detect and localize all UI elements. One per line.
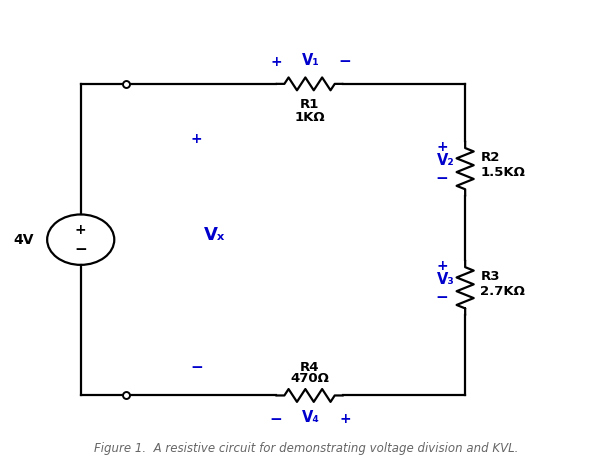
Text: −: − [270, 412, 283, 427]
Text: +: + [270, 55, 282, 69]
Text: 1.5KΩ: 1.5KΩ [481, 166, 525, 179]
Text: +: + [436, 259, 447, 273]
Text: V₄: V₄ [302, 410, 320, 425]
Text: −: − [74, 242, 87, 257]
Text: +: + [339, 412, 351, 426]
Text: +: + [191, 132, 202, 146]
Text: V₃: V₃ [436, 272, 454, 287]
Text: Figure 1.  A resistive circuit for demonstrating voltage division and KVL.: Figure 1. A resistive circuit for demons… [94, 442, 519, 455]
Text: R4: R4 [300, 361, 319, 373]
Text: −: − [338, 54, 351, 69]
Text: 4V: 4V [13, 233, 34, 247]
Text: Vₓ: Vₓ [204, 226, 226, 244]
Text: 2.7KΩ: 2.7KΩ [481, 285, 525, 298]
Text: −: − [436, 290, 448, 305]
Text: +: + [436, 140, 447, 154]
Text: R1: R1 [300, 98, 319, 111]
Text: R2: R2 [481, 151, 500, 164]
Text: 1KΩ: 1KΩ [294, 111, 325, 124]
Text: +: + [75, 223, 86, 237]
Text: V₁: V₁ [302, 53, 320, 68]
Text: R3: R3 [481, 270, 500, 283]
Text: V₂: V₂ [436, 153, 454, 168]
Text: −: − [436, 171, 448, 186]
Text: −: − [190, 361, 203, 375]
Text: 470Ω: 470Ω [290, 372, 329, 385]
